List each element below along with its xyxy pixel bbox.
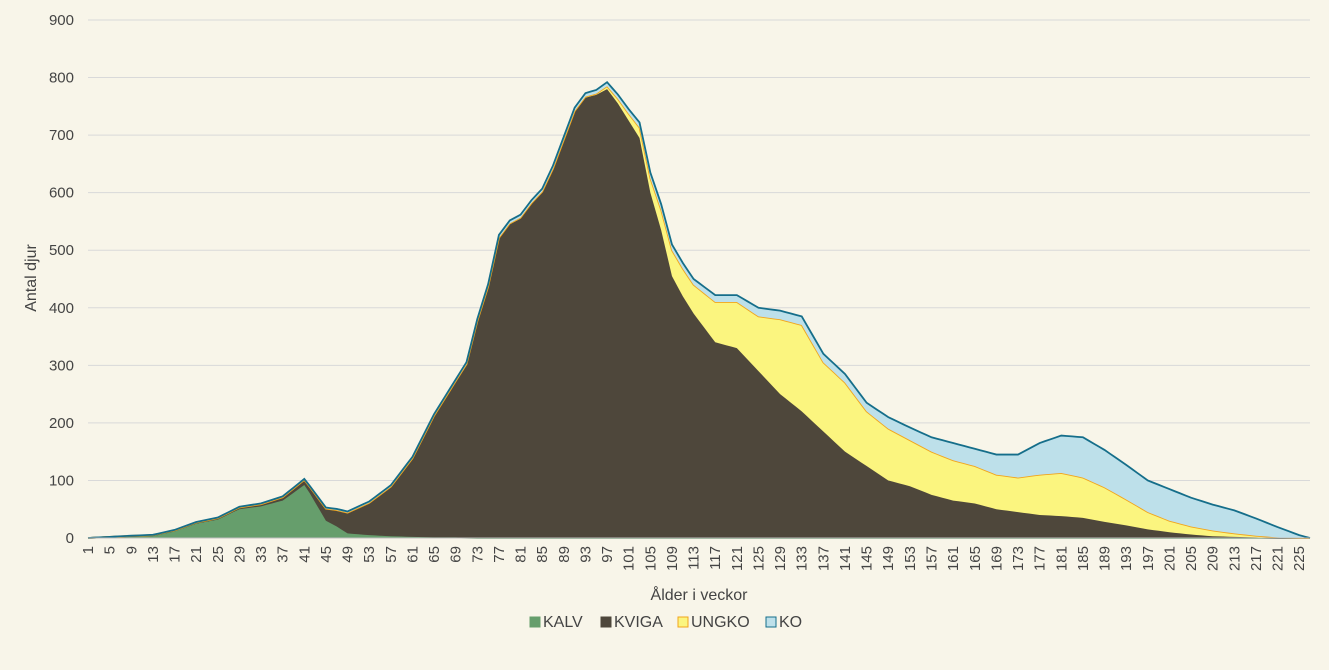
legend: KALV KVIGA UNGKO KO xyxy=(529,614,802,631)
x-tick-label: 181 xyxy=(1053,546,1070,571)
x-tick-label: 213 xyxy=(1226,546,1243,571)
x-tick-label: 173 xyxy=(1010,546,1027,571)
x-tick-label: 145 xyxy=(859,546,876,571)
x-tick-label: 201 xyxy=(1161,546,1178,571)
line-ko xyxy=(87,80,1311,539)
x-tick-label: 73 xyxy=(469,546,486,563)
legend-swatch xyxy=(677,616,689,628)
legend-label: KVIGA xyxy=(614,614,663,631)
x-tick-label: 217 xyxy=(1248,546,1265,571)
x-tick-label: 169 xyxy=(988,546,1005,571)
x-tick-label: 165 xyxy=(967,546,984,571)
x-tick-label: 89 xyxy=(556,546,573,563)
x-tick-label: 197 xyxy=(1140,546,1157,571)
gridlines xyxy=(88,19,1310,481)
x-tick-label: 33 xyxy=(253,546,270,563)
x-tick-label: 61 xyxy=(404,546,421,563)
x-tick-label: 157 xyxy=(924,546,941,571)
y-tick-label: 200 xyxy=(49,415,74,432)
x-tick-label: 9 xyxy=(123,546,140,554)
x-axis-title: Ålder i veckor xyxy=(651,585,749,604)
area-ungko xyxy=(88,86,1310,538)
x-tick-label: 45 xyxy=(318,546,335,563)
x-tick-label: 225 xyxy=(1291,546,1308,571)
x-tick-label: 5 xyxy=(102,546,119,554)
x-tick-label: 221 xyxy=(1270,546,1287,571)
x-tick-label: 49 xyxy=(340,546,357,563)
x-tick-label: 193 xyxy=(1118,546,1135,571)
x-tick-label: 153 xyxy=(902,546,919,571)
y-tick-label: 500 xyxy=(49,242,74,259)
legend-item-ko: KO xyxy=(765,614,802,631)
x-tick-label: 21 xyxy=(188,546,205,563)
x-tick-label: 141 xyxy=(837,546,854,571)
y-axis-tick-labels: 0 100 200 300 400 500 600 700 800 900 xyxy=(49,12,74,547)
legend-item-kalv: KALV xyxy=(529,614,583,631)
x-tick-label: 101 xyxy=(621,546,638,571)
legend-label: KO xyxy=(779,614,802,631)
y-tick-label: 400 xyxy=(49,300,74,317)
y-tick-label: 600 xyxy=(49,185,74,202)
x-tick-label: 81 xyxy=(513,546,530,563)
x-tick-label: 41 xyxy=(296,546,313,563)
legend-label: KALV xyxy=(543,614,583,631)
legend-item-kviga: KVIGA xyxy=(600,614,663,631)
x-tick-label: 177 xyxy=(1032,546,1049,571)
y-tick-label: 0 xyxy=(66,530,74,547)
legend-swatch xyxy=(765,616,777,628)
x-tick-label: 17 xyxy=(167,546,184,563)
x-tick-label: 65 xyxy=(426,546,443,563)
x-tick-label: 117 xyxy=(707,546,724,570)
x-tick-label: 113 xyxy=(686,546,703,570)
x-tick-label: 109 xyxy=(664,546,681,571)
x-tick-label: 93 xyxy=(577,546,594,563)
x-tick-label: 133 xyxy=(794,546,811,571)
x-tick-label: 77 xyxy=(491,546,508,563)
x-tick-label: 97 xyxy=(599,546,616,563)
series-areas xyxy=(87,80,1311,539)
area-kviga xyxy=(88,89,1310,539)
x-tick-label: 121 xyxy=(729,546,746,571)
x-tick-label: 129 xyxy=(772,546,789,571)
x-tick-label: 149 xyxy=(880,546,897,571)
x-tick-label: 13 xyxy=(145,546,162,563)
y-tick-label: 300 xyxy=(49,357,74,374)
y-tick-label: 800 xyxy=(49,70,74,87)
x-tick-label: 69 xyxy=(448,546,465,563)
legend-swatch xyxy=(529,616,541,628)
y-tick-label: 900 xyxy=(49,12,74,29)
area-kalv xyxy=(88,485,1310,538)
x-tick-label: 137 xyxy=(815,546,832,571)
x-tick-label: 85 xyxy=(534,546,551,563)
x-tick-label: 189 xyxy=(1097,546,1114,571)
legend-label: UNGKO xyxy=(691,614,750,631)
x-tick-label: 125 xyxy=(750,546,767,571)
y-tick-label: 700 xyxy=(49,127,74,144)
x-tick-label: 25 xyxy=(210,546,227,563)
x-tick-label: 57 xyxy=(383,546,400,563)
x-tick-label: 185 xyxy=(1075,546,1092,571)
y-axis-title: Antal djur xyxy=(23,244,40,312)
x-tick-label: 105 xyxy=(642,546,659,571)
x-tick-label: 161 xyxy=(945,546,962,571)
x-tick-label: 1 xyxy=(80,546,97,554)
x-tick-label: 37 xyxy=(275,546,292,563)
x-tick-label: 209 xyxy=(1205,546,1222,571)
x-axis-tick-labels: 1 5 9 13 17 21 25 29 33 37 41 45 49 53 57 61 65 69 73 77 81 8… xyxy=(80,546,1308,571)
legend-item-ungko: UNGKO xyxy=(677,614,750,631)
legend-swatch xyxy=(600,616,612,628)
x-tick-label: 205 xyxy=(1183,546,1200,571)
y-tick-label: 100 xyxy=(49,472,74,489)
x-tick-label: 29 xyxy=(231,546,248,563)
x-tick-label: 53 xyxy=(361,546,378,563)
